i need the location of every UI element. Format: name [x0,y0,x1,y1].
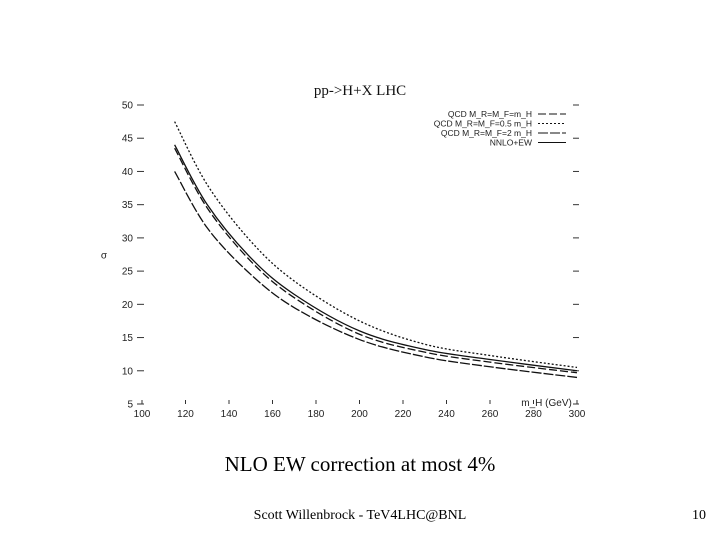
x-tick-label: 300 [569,409,586,420]
series-line-1 [174,147,578,374]
x-tick-label: 100 [134,409,151,420]
y-tick-label: 30 [122,233,134,244]
y-tick-label: 35 [122,200,134,211]
slide-caption: NLO EW correction at most 4% [224,452,496,476]
footer-author: Scott Willenbrock - TeV4LHC@BNL [253,508,467,523]
y-tick-label: 20 [122,300,134,311]
y-tick-label: 25 [122,267,134,278]
y-tick-label: 50 [122,101,134,112]
series-line-2 [174,121,578,369]
chart-title: pp->H+X LHC [314,83,406,99]
x-tick-label: 280 [525,409,542,420]
cross-section-chart: pp->H+X LHC 5 10 15 20 25 30 35 40 45 50 100 120 140 1… [101,83,586,420]
legend-label-2: QCD M_R=M_F=0.5 m_H [434,119,532,129]
x-tick-label: 140 [221,409,238,420]
series-line-4 [174,144,578,372]
series-line-3 [174,171,578,379]
legend-label-1: QCD M_R=M_F=m_H [448,109,532,119]
x-tick-label: 180 [308,409,325,420]
legend-label-3: QCD M_R=M_F=2 m_H [441,128,532,138]
x-tick-label: 200 [351,409,368,420]
page-number: 10 [692,508,706,523]
y-tick-label: 45 [122,134,134,145]
x-tick-label: 160 [264,409,281,420]
legend-label-4: NNLO+EW [490,138,532,148]
y-tick-label: 5 [127,400,133,411]
x-axis-label: m_H (GeV) [521,398,572,409]
x-tick-label: 260 [482,409,499,420]
y-tick-label: 15 [122,333,134,344]
y-tick-label: 10 [122,366,134,377]
y-tick-label: 40 [122,167,134,178]
x-tick-label: 220 [395,409,412,420]
x-tick-label: 240 [438,409,455,420]
x-tick-label: 120 [177,409,194,420]
y-axis-label: σ [101,251,108,262]
